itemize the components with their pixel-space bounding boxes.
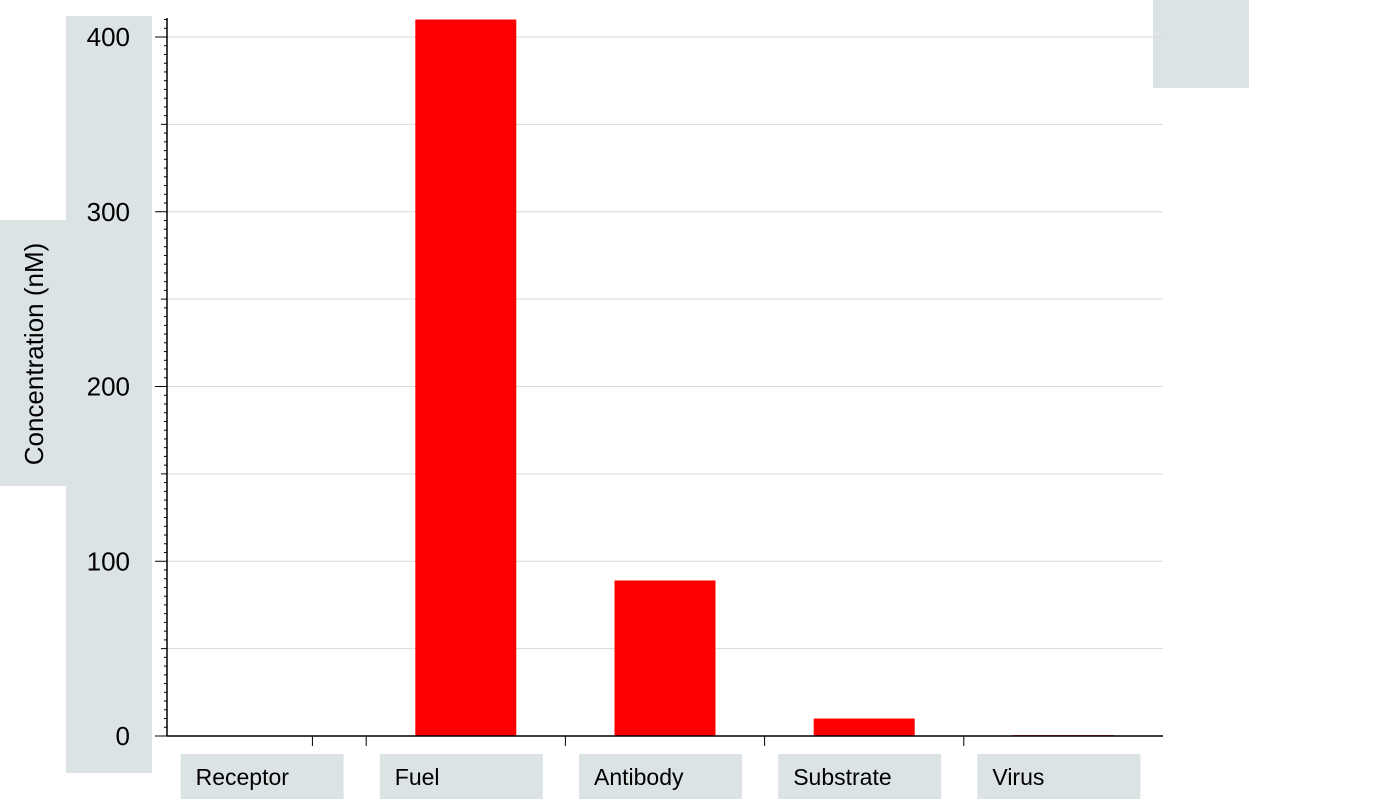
y-tick-label: 400 xyxy=(87,22,130,52)
gridlines xyxy=(167,36,1163,650)
bar-substrate xyxy=(813,718,915,736)
label-panels xyxy=(0,0,1249,773)
category-label-panels xyxy=(180,754,1141,799)
category-label: Substrate xyxy=(793,764,891,790)
category-label-panel xyxy=(379,754,543,799)
category-label-panel xyxy=(778,754,942,799)
y-tick-panel xyxy=(66,16,152,773)
y-axis-label: Concentration (nM) xyxy=(19,243,49,466)
y-tick-label: 100 xyxy=(87,546,130,576)
category-labels: Receptor Fuel Antibody Substrate Virus xyxy=(196,764,1045,790)
bar-fuel xyxy=(415,19,517,736)
y-tick-label: 300 xyxy=(87,197,130,227)
corner-panel xyxy=(1153,0,1249,88)
category-label: Fuel xyxy=(395,764,440,790)
axes xyxy=(166,18,1163,737)
bars xyxy=(415,19,1114,736)
category-label: Antibody xyxy=(594,764,684,790)
bar-antibody xyxy=(614,580,716,736)
category-label-panel xyxy=(180,754,344,799)
y-ticks: 0 100 200 300 400 xyxy=(87,19,167,751)
y-tick-label: 200 xyxy=(87,372,130,402)
category-label: Virus xyxy=(992,764,1044,790)
category-label-panel xyxy=(579,754,742,799)
y-label-panel xyxy=(0,220,66,486)
x-ticks xyxy=(311,736,965,746)
category-label: Receptor xyxy=(196,764,290,790)
y-tick-label: 0 xyxy=(116,721,130,751)
category-label-panel xyxy=(977,754,1141,799)
